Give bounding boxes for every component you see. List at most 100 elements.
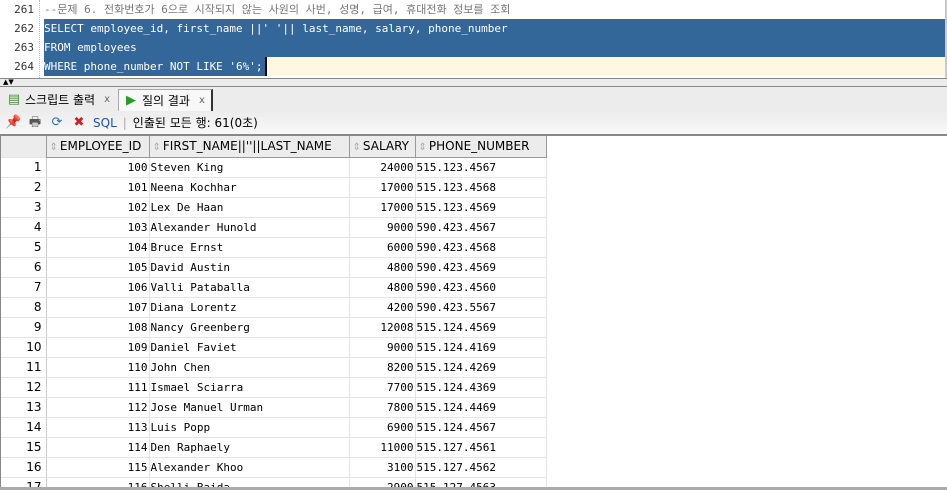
employee-id-cell[interactable]: 107 [45,296,150,318]
editor-line[interactable]: 262 SELECT employee_id, first_name ||' '… [0,19,945,38]
table-row[interactable]: 3 102 Lex De Haan 17000 515.123.4569 [1,196,547,218]
phone-cell[interactable]: 590.423.4560 [414,276,547,298]
pin-icon[interactable]: 📌 [5,114,22,130]
collapse-arrows-icon[interactable]: ▲▼ [3,78,14,86]
employee-id-cell[interactable]: 106 [45,276,150,298]
name-cell[interactable]: Diana Lorentz [148,296,350,318]
name-cell[interactable]: Valli Pataballa [148,276,350,298]
salary-cell[interactable]: 4800 [348,276,416,298]
table-row[interactable]: 5 104 Bruce Ernst 6000 590.423.4568 [1,236,547,258]
name-cell[interactable]: Alexander Hunold [148,216,350,238]
salary-cell[interactable]: 17000 [348,176,416,198]
table-row[interactable]: 11 110 John Chen 8200 515.124.4269 [1,356,547,378]
refresh-icon[interactable]: ⟳ [51,114,63,130]
employee-id-cell[interactable]: 108 [45,316,150,338]
employee-id-cell[interactable]: 105 [45,256,150,278]
table-row[interactable]: 12 111 Ismael Sciarra 7700 515.124.4369 [1,376,547,398]
name-cell[interactable]: Ismael Sciarra [148,376,350,398]
row-number[interactable]: 2 [1,176,47,198]
salary-cell[interactable]: 7700 [348,376,416,398]
salary-cell[interactable]: 6000 [348,236,416,258]
salary-cell[interactable]: 3100 [348,456,416,478]
row-number[interactable]: 7 [1,276,47,298]
table-row[interactable]: 1 100 Steven King 24000 515.123.4567 [1,156,547,178]
phone-cell[interactable]: 515.127.4562 [414,456,547,478]
employee-id-cell[interactable]: 115 [45,456,150,478]
table-row[interactable]: 7 106 Valli Pataballa 4800 590.423.4560 [1,276,547,298]
row-number[interactable]: 6 [1,256,47,278]
sql-editor[interactable]: 261 --문제 6. 전화번호가 6으로 시작되지 않는 사원의 사번, 성명… [0,0,947,78]
name-cell[interactable]: Den Raphaely [148,436,350,458]
sort-icon[interactable]: ⇕ [152,142,161,154]
table-row[interactable]: 6 105 David Austin 4800 590.423.4569 [1,256,547,278]
row-number[interactable]: 12 [1,376,47,398]
salary-cell[interactable]: 4800 [348,256,416,278]
row-number[interactable]: 3 [1,196,47,218]
phone-cell[interactable]: 515.124.4469 [414,396,547,418]
phone-cell[interactable]: 515.123.4569 [414,196,547,218]
table-row[interactable]: 14 113 Luis Popp 6900 515.124.4567 [1,416,547,438]
salary-cell[interactable]: 7800 [348,396,416,418]
column-header-employee-id[interactable]: ⇕ EMPLOYEE_ID [45,136,150,158]
result-grid[interactable]: ⇕ EMPLOYEE_ID ⇕ FIRST_NAME||''||LAST_NAME … [0,136,947,488]
phone-cell[interactable]: 515.124.4567 [414,416,547,438]
name-cell[interactable]: John Chen [148,356,350,378]
row-number[interactable]: 14 [1,416,47,438]
employee-id-cell[interactable]: 102 [45,196,150,218]
phone-cell[interactable]: 515.124.4369 [414,376,547,398]
table-row[interactable]: 8 107 Diana Lorentz 4200 590.423.5567 [1,296,547,318]
print-icon[interactable]: 🖶 [28,114,42,130]
delete-icon[interactable]: ✖ [73,114,85,130]
employee-id-cell[interactable]: 104 [45,236,150,258]
sort-icon[interactable]: ⇕ [49,142,58,154]
salary-cell[interactable]: 9000 [348,336,416,358]
table-row[interactable]: 17 116 Shelli Baida 2900 515.127.4563 [1,476,547,488]
salary-cell[interactable]: 6900 [348,416,416,438]
column-header-salary[interactable]: ⇕ SALARY [348,136,416,158]
salary-cell[interactable]: 8200 [348,356,416,378]
row-number[interactable]: 16 [1,456,47,478]
editor-line[interactable]: 264 WHERE phone_number NOT LIKE '6%'; [0,57,945,76]
name-cell[interactable]: Luis Popp [148,416,350,438]
salary-cell[interactable]: 24000 [348,156,416,178]
employee-id-cell[interactable]: 100 [45,156,150,178]
row-number[interactable]: 15 [1,436,47,458]
table-row[interactable]: 4 103 Alexander Hunold 9000 590.423.4567 [1,216,547,238]
table-row[interactable]: 10 109 Daniel Faviet 9000 515.124.4169 [1,336,547,358]
phone-cell[interactable]: 590.423.4568 [414,236,547,258]
name-cell[interactable]: Lex De Haan [148,196,350,218]
name-cell[interactable]: Bruce Ernst [148,236,350,258]
name-cell[interactable]: Steven King [148,156,350,178]
row-number[interactable]: 1 [1,156,47,178]
name-cell[interactable]: Nancy Greenberg [148,316,350,338]
row-number[interactable]: 13 [1,396,47,418]
table-row[interactable]: 9 108 Nancy Greenberg 12008 515.124.4569 [1,316,547,338]
salary-cell[interactable]: 11000 [348,436,416,458]
phone-cell[interactable]: 515.127.4561 [414,436,547,458]
salary-cell[interactable]: 4200 [348,296,416,318]
close-icon[interactable]: x [104,94,110,105]
split-divider[interactable]: ▲▼ [0,78,947,87]
phone-cell[interactable]: 590.423.4567 [414,216,547,238]
close-icon[interactable]: x [198,94,205,106]
table-row[interactable]: 15 114 Den Raphaely 11000 515.127.4561 [1,436,547,458]
phone-cell[interactable]: 515.124.4569 [414,316,547,338]
employee-id-cell[interactable]: 110 [45,356,150,378]
salary-cell[interactable]: 17000 [348,196,416,218]
employee-id-cell[interactable]: 103 [45,216,150,238]
sql-button[interactable]: SQL [93,115,117,130]
phone-cell[interactable]: 515.127.4563 [414,476,547,488]
sort-icon[interactable]: ⇕ [352,142,361,154]
name-cell[interactable]: Alexander Khoo [148,456,350,478]
row-number[interactable]: 5 [1,236,47,258]
row-number[interactable]: 4 [1,216,47,238]
phone-cell[interactable]: 590.423.5567 [414,296,547,318]
employee-id-cell[interactable]: 112 [45,396,150,418]
editor-line[interactable]: 261 --문제 6. 전화번호가 6으로 시작되지 않는 사원의 사번, 성명… [0,0,945,19]
salary-cell[interactable]: 9000 [348,216,416,238]
phone-cell[interactable]: 515.123.4568 [414,176,547,198]
name-cell[interactable]: David Austin [148,256,350,278]
editor-line[interactable]: 263 FROM employees [0,38,945,57]
phone-cell[interactable]: 515.124.4269 [414,356,547,378]
name-cell[interactable]: Neena Kochhar [148,176,350,198]
